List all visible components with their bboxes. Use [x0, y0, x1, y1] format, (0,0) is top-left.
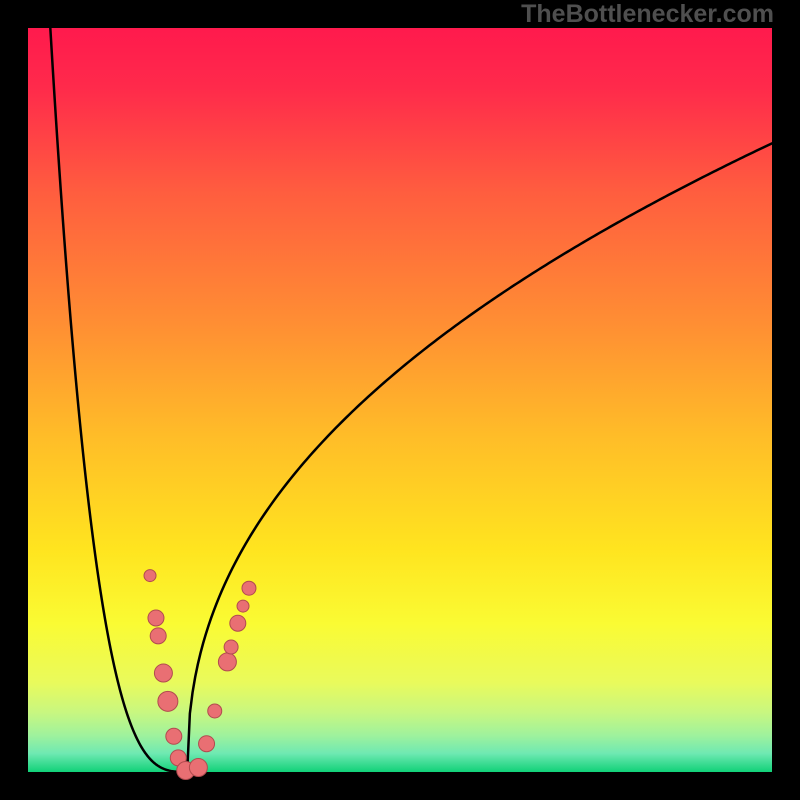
- plot-area: [28, 28, 772, 772]
- marker-point: [230, 615, 246, 631]
- marker-point: [208, 704, 222, 718]
- marker-point: [150, 628, 166, 644]
- watermark-text: TheBottlenecker.com: [521, 0, 774, 29]
- marker-point: [166, 728, 182, 744]
- marker-point: [154, 664, 172, 682]
- chart-frame: TheBottlenecker.com: [0, 0, 800, 800]
- marker-point: [144, 570, 156, 582]
- marker-point: [224, 640, 238, 654]
- bottleneck-curve: [50, 28, 772, 772]
- marker-group: [144, 570, 256, 780]
- marker-point: [148, 610, 164, 626]
- marker-point: [242, 581, 256, 595]
- chart-svg: [28, 28, 772, 772]
- marker-point: [237, 600, 249, 612]
- marker-point: [199, 736, 215, 752]
- marker-point: [218, 653, 236, 671]
- marker-point: [158, 691, 178, 711]
- marker-point: [189, 759, 207, 777]
